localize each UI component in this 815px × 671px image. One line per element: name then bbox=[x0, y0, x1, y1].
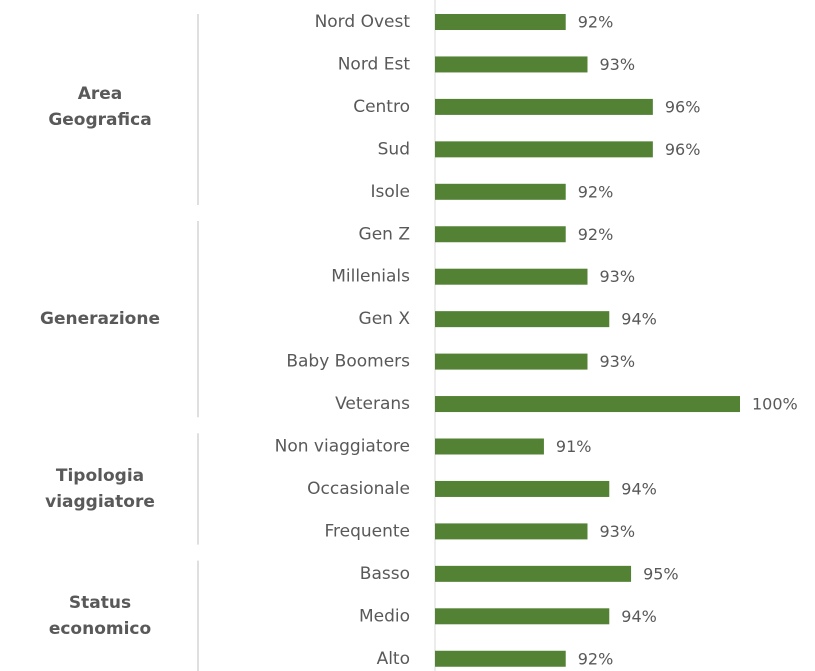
value-label: 95% bbox=[643, 564, 679, 583]
bar bbox=[435, 14, 566, 30]
bar bbox=[435, 311, 610, 328]
value-label: 94% bbox=[621, 479, 657, 498]
value-label: 92% bbox=[578, 13, 614, 32]
value-label: 93% bbox=[600, 267, 636, 286]
category-label: Non viaggiatore bbox=[275, 437, 410, 457]
category-label: Nord Ovest bbox=[315, 12, 411, 32]
category-label: Veterans bbox=[335, 394, 410, 414]
category-label: Gen Z bbox=[359, 224, 410, 244]
category-label: Isole bbox=[371, 182, 410, 202]
category-label: Occasionale bbox=[307, 479, 410, 499]
bar bbox=[435, 183, 566, 200]
value-label: 91% bbox=[556, 437, 592, 456]
bar bbox=[435, 396, 740, 413]
bar bbox=[435, 98, 653, 115]
bar bbox=[435, 565, 632, 582]
category-label: Medio bbox=[359, 606, 410, 626]
bar bbox=[435, 226, 566, 243]
bar bbox=[435, 353, 588, 370]
bar bbox=[435, 480, 610, 497]
bar bbox=[435, 141, 653, 158]
category-label: Nord Est bbox=[338, 54, 411, 74]
value-label: 96% bbox=[665, 140, 701, 159]
value-label: 92% bbox=[578, 649, 614, 668]
group-label: Tipologia viaggiatore bbox=[45, 465, 155, 512]
category-label: Millenials bbox=[331, 267, 410, 287]
category-label: Centro bbox=[353, 97, 410, 117]
value-label: 92% bbox=[578, 182, 614, 201]
category-label: Baby Boomers bbox=[286, 352, 410, 372]
bar bbox=[435, 268, 588, 285]
value-label: 100% bbox=[752, 395, 798, 414]
group-label: Status economico bbox=[48, 593, 152, 640]
value-label: 92% bbox=[578, 225, 614, 244]
value-label: 94% bbox=[621, 310, 657, 329]
value-label: 93% bbox=[600, 522, 636, 541]
category-label: Frequente bbox=[324, 521, 410, 541]
value-label: 96% bbox=[665, 97, 701, 116]
bar bbox=[435, 438, 544, 455]
bar bbox=[435, 650, 566, 667]
category-label: Basso bbox=[360, 564, 410, 584]
bar bbox=[435, 523, 588, 540]
value-label: 93% bbox=[600, 352, 636, 371]
group-label: Area Geografica bbox=[48, 83, 152, 130]
category-label: Gen X bbox=[359, 309, 411, 329]
bar bbox=[435, 608, 610, 625]
category-label: Alto bbox=[377, 649, 410, 669]
category-label: Sud bbox=[378, 139, 410, 159]
group-label: Generazione bbox=[39, 309, 160, 330]
value-label: 94% bbox=[621, 607, 657, 626]
value-label: 93% bbox=[600, 55, 636, 74]
bar bbox=[435, 56, 588, 73]
